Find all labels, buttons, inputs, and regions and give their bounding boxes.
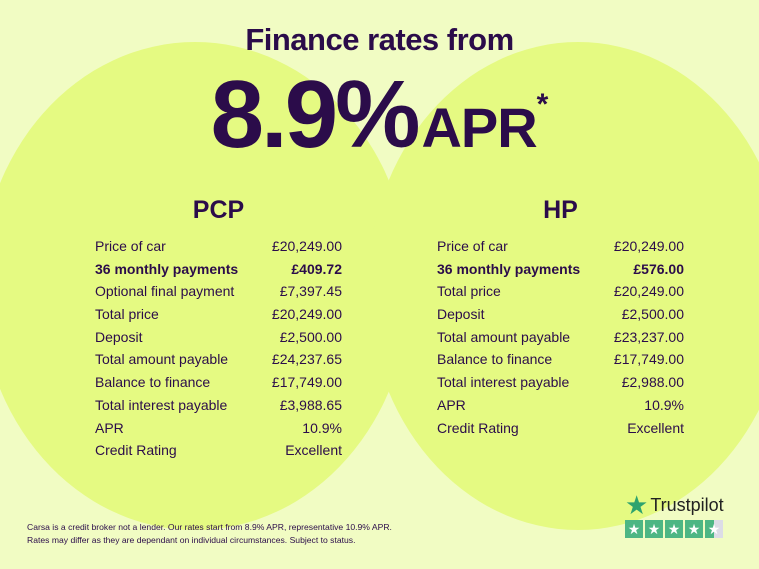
table-row: Credit Rating Excellent [437, 417, 684, 440]
row-value: £2,988.00 [621, 374, 684, 391]
background-circle-left [0, 42, 410, 530]
table-row: Balance to finance £17,749.00 [95, 371, 342, 394]
row-label: Total price [437, 283, 501, 300]
row-value: £7,397.45 [279, 283, 342, 300]
row-value: Excellent [285, 442, 342, 459]
row-value: £20,249.00 [271, 238, 342, 254]
table-row: 36 monthly payments £409.72 [95, 258, 342, 281]
row-label: Balance to finance [95, 374, 211, 391]
table-row: Price of car £20,249.00 [437, 235, 684, 258]
pcp-title: PCP [192, 196, 245, 224]
row-label: Credit Rating [437, 419, 519, 436]
row-value: £20,249.00 [613, 283, 684, 300]
table-row: Deposit £2,500.00 [95, 326, 342, 349]
row-value: £20,249.00 [271, 306, 342, 323]
row-label: Balance to finance [437, 351, 553, 368]
row-label: Price of car [95, 238, 166, 254]
table-row: APR 10.9% [95, 417, 342, 440]
row-value: £17,749.00 [613, 351, 684, 368]
star-icon: ★ [685, 520, 703, 538]
star-icon: ★ [645, 520, 663, 538]
table-row: Credit Rating Excellent [95, 439, 342, 462]
row-label: Total interest payable [437, 374, 570, 391]
table-row: Optional final payment £7,397.45 [95, 280, 342, 303]
row-value: £17,749.00 [271, 374, 342, 391]
rate-banner: 8.9%APR* [0, 60, 759, 170]
disclaimer-line: Carsa is a credit broker not a lender. O… [27, 522, 392, 532]
row-label: Price of car [437, 238, 508, 254]
table-row: Deposit £2,500.00 [437, 303, 684, 326]
trustpilot-name: Trustpilot [650, 494, 724, 515]
table-row: 36 monthly payments £576.00 [437, 258, 684, 281]
headline: Finance rates from [245, 22, 514, 57]
row-value: £20,249.00 [613, 238, 684, 254]
row-value: £24,237.65 [271, 351, 342, 368]
row-label: Optional final payment [95, 283, 235, 300]
apr-label: APR [421, 96, 537, 159]
star-icon: ★ [665, 520, 683, 538]
row-value: £2,500.00 [279, 328, 342, 345]
row-label: Deposit [437, 306, 485, 323]
disclaimer-line: Rates may differ as they are dependant o… [27, 535, 356, 545]
table-row: Total interest payable £3,988.65 [95, 394, 342, 417]
row-value: £409.72 [291, 260, 342, 277]
row-value: 10.9% [644, 396, 684, 413]
table-row: Total price £20,249.00 [437, 280, 684, 303]
table-row: Total amount payable £23,237.00 [437, 326, 684, 349]
row-value: £23,237.00 [613, 328, 684, 345]
table-row: Total interest payable £2,988.00 [437, 371, 684, 394]
row-value: £3,988.65 [279, 396, 342, 413]
row-value: Excellent [627, 419, 684, 436]
star-icon: ★ [625, 490, 649, 520]
trustpilot-rating: ★ ★ ★ ★ ★ [625, 520, 724, 538]
row-label: Credit Rating [95, 442, 177, 459]
row-label: 36 monthly payments [95, 260, 239, 277]
pcp-table: PCP Price of car £20,249.00 36 monthly pay… [95, 196, 342, 462]
row-label: Total interest payable [95, 396, 228, 413]
row-label: Total amount payable [95, 351, 229, 368]
table-row: Total amount payable £24,237.65 [95, 348, 342, 371]
table-row: Balance to finance £17,749.00 [437, 348, 684, 371]
row-value: £2,500.00 [621, 306, 684, 323]
star-icon: ★ [625, 520, 643, 538]
row-label: 36 monthly payments [437, 260, 581, 277]
row-label: Total price [95, 306, 159, 323]
row-value: £576.00 [633, 260, 684, 277]
rate-value: 8.9% [210, 61, 421, 168]
table-row: Total price £20,249.00 [95, 303, 342, 326]
trustpilot-badge[interactable]: ★ Trustpilot ★ ★ ★ ★ ★ [625, 490, 724, 538]
row-label: Total amount payable [437, 328, 571, 345]
row-value: 10.9% [302, 419, 342, 436]
background-circle-right [368, 42, 759, 530]
disclaimer: Carsa is a credit broker not a lender. O… [27, 521, 392, 547]
asterisk: * [536, 88, 549, 121]
table-row: Price of car £20,249.00 [95, 235, 342, 258]
table-row: APR 10.9% [437, 394, 684, 417]
row-label: APR [437, 396, 466, 413]
half-star-icon: ★ [705, 520, 723, 538]
row-label: APR [95, 419, 124, 436]
hp-table: HP Price of car £20,249.00 36 monthly paym… [437, 196, 684, 439]
row-label: Deposit [95, 328, 143, 345]
hp-title: HP [543, 196, 578, 224]
